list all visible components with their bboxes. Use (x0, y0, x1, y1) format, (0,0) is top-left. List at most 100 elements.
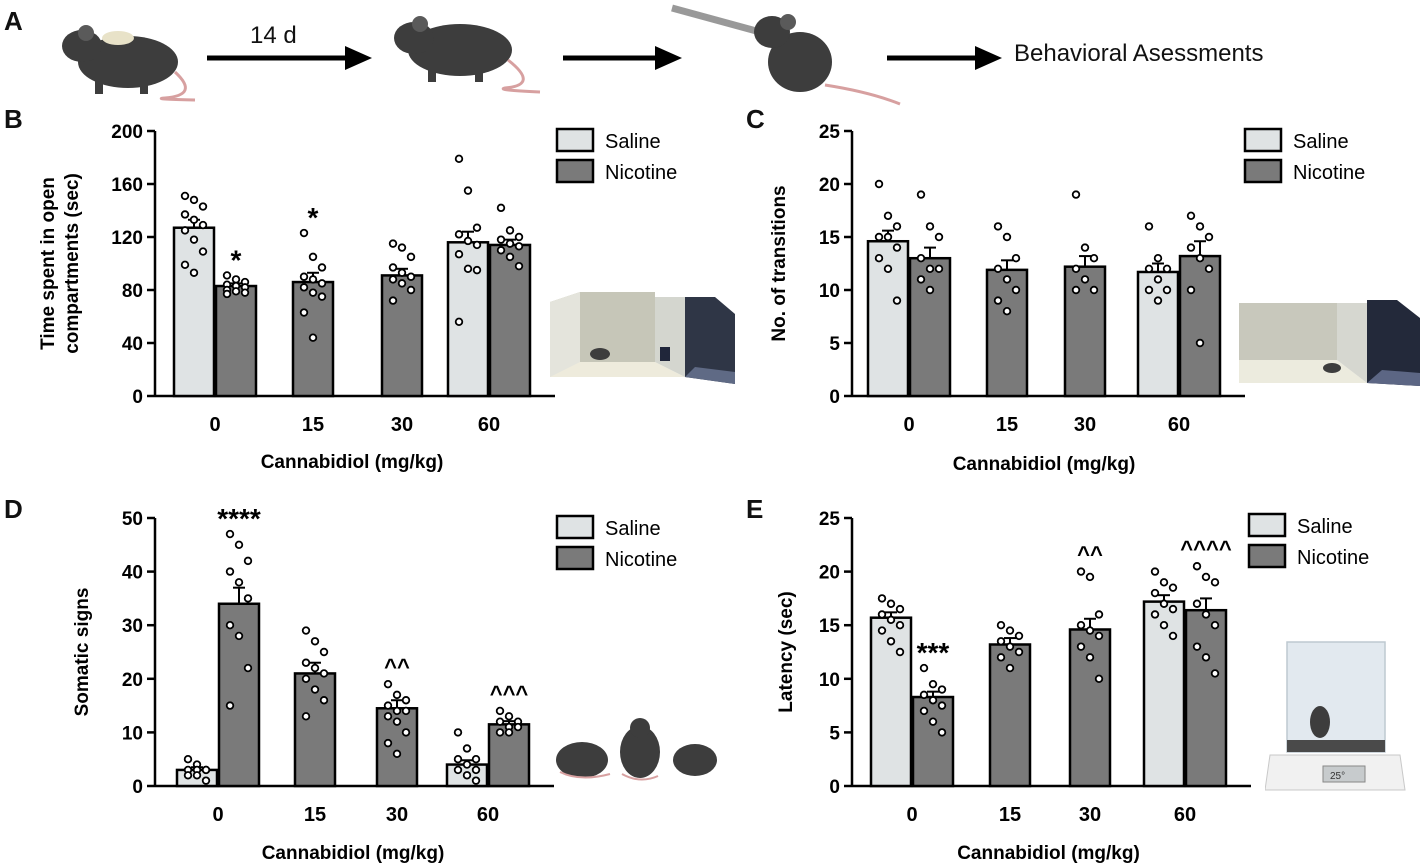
data-point (189, 268, 199, 277)
data-point (301, 626, 311, 635)
x-tick-label: 15 (996, 414, 1018, 436)
bar-nicotine-30 (380, 274, 424, 398)
y-axis-title: Somatic signs (72, 588, 93, 717)
significance-annotation: * (308, 202, 319, 233)
bar-nicotine-0 (217, 602, 261, 788)
data-point (892, 222, 902, 231)
data-point (472, 223, 482, 232)
legend-label-nicotine: Nicotine (1297, 547, 1369, 569)
data-point (1201, 572, 1211, 582)
data-point (317, 292, 327, 301)
data-point (310, 637, 320, 646)
x-tick-label: 15 (302, 414, 324, 436)
significance-annotation: ^^ (384, 654, 410, 679)
data-point (225, 620, 235, 630)
data-point (308, 288, 318, 297)
data-point (1159, 578, 1169, 587)
y-tick-label: 0 (829, 387, 840, 408)
data-point (505, 239, 515, 248)
data-point (496, 246, 506, 255)
data-point (201, 765, 211, 775)
data-point (1192, 599, 1202, 608)
data-point (1011, 285, 1021, 295)
data-point (301, 674, 311, 683)
bar-nicotine-60 (1184, 608, 1228, 788)
data-point (388, 239, 398, 248)
y-tick-label: 160 (111, 175, 143, 196)
data-point (928, 717, 938, 726)
y-tick-label: 10 (122, 723, 143, 744)
data-point (319, 669, 329, 678)
bar-nicotine-30 (1068, 628, 1112, 788)
bar-saline-0 (866, 239, 910, 398)
y-tick-label: 40 (122, 563, 143, 584)
data-point (222, 271, 232, 280)
data-point (1094, 674, 1104, 683)
bar-saline-60 (1136, 270, 1180, 398)
data-point (1186, 243, 1196, 252)
transition-box-illustration (1239, 300, 1420, 386)
data-point (397, 279, 407, 288)
legend-swatch-nicotine (555, 545, 595, 571)
data-point (406, 252, 416, 262)
data-point (462, 760, 472, 769)
data-point (472, 265, 482, 275)
data-point (1089, 285, 1099, 295)
data-point (877, 594, 887, 603)
data-point (892, 243, 902, 252)
data-point (496, 235, 506, 244)
x-axis-title: Cannabidiol (mg/kg) (953, 454, 1136, 475)
y-tick-label: 20 (122, 670, 143, 691)
legend-label-nicotine: Nicotine (605, 549, 677, 571)
data-point (495, 706, 505, 716)
data-point (231, 275, 241, 284)
data-point (406, 285, 416, 295)
data-point (471, 776, 481, 785)
x-tick-label: 60 (1174, 804, 1196, 826)
data-point (1085, 572, 1095, 582)
data-point (180, 191, 190, 201)
data-point (1002, 306, 1012, 316)
data-point (308, 333, 318, 342)
y-tick-label: 0 (132, 387, 143, 408)
y-tick-label: 10 (819, 670, 840, 691)
data-point (996, 620, 1006, 630)
data-point (937, 685, 947, 694)
data-point (1192, 562, 1202, 571)
y-tick-label: 15 (819, 616, 841, 637)
bar-saline-0 (172, 226, 216, 398)
data-point (243, 663, 253, 673)
data-point (189, 235, 199, 244)
data-point (934, 232, 944, 242)
data-point (1002, 232, 1012, 242)
data-point (1085, 653, 1095, 662)
legend-label-nicotine: Nicotine (605, 162, 677, 184)
panel-label-d: D (4, 494, 23, 524)
significance-annotation: ^^^^ (1180, 536, 1232, 561)
data-point (383, 738, 393, 748)
data-point (462, 744, 472, 753)
legend-swatch-nicotine (1243, 158, 1283, 184)
significance-annotation: ^^ (1077, 542, 1103, 567)
data-point (308, 275, 318, 284)
data-point (934, 264, 944, 273)
data-point (937, 728, 947, 737)
data-point (243, 556, 253, 566)
x-tick-label: 0 (903, 414, 914, 436)
data-point (1071, 285, 1081, 295)
y-axis-title: compartments (sec) (62, 173, 83, 354)
data-point (180, 226, 190, 235)
data-point (397, 268, 407, 277)
data-point (1210, 578, 1220, 587)
data-point (1153, 296, 1163, 305)
data-point (886, 637, 896, 646)
panel-label-e: E (746, 494, 764, 524)
data-point (496, 203, 506, 213)
data-point (1150, 588, 1160, 598)
data-point (1192, 642, 1202, 651)
y-tick-label: 10 (819, 281, 840, 302)
bar-nicotine-0 (911, 695, 955, 788)
data-point (895, 604, 905, 614)
timeline-duration-label: 14 d (250, 22, 297, 49)
data-point (453, 728, 463, 737)
